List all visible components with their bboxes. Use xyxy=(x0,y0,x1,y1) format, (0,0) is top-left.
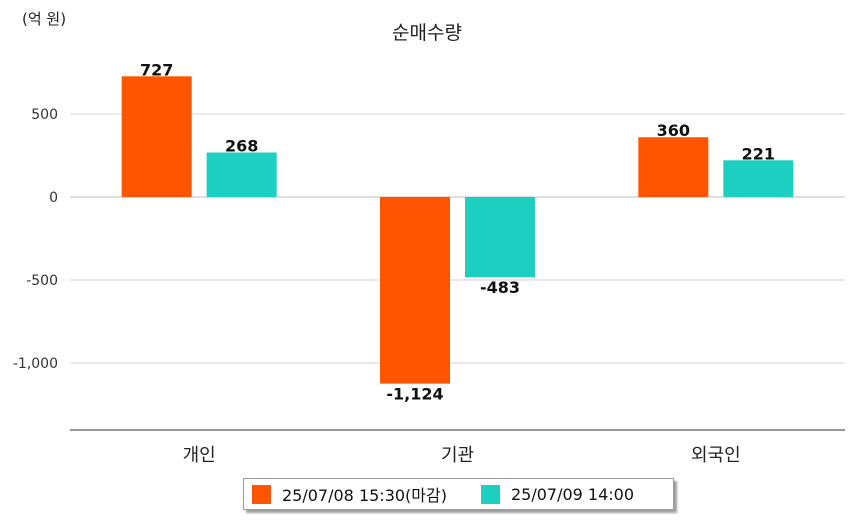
legend-label-series-1: 25/07/08 15:30(마감) xyxy=(282,486,447,505)
x-tick-label: 개인 xyxy=(183,445,216,466)
x-tick-label: 기관 xyxy=(441,445,474,466)
data-label: 268 xyxy=(225,137,258,156)
bar-chart: 500 0 -500 -1,000 727 268 개인 -1,124 -483 기관 360 221… xyxy=(13,60,845,466)
y-tick-label: 500 xyxy=(31,107,58,123)
y-tick-label: 0 xyxy=(49,190,58,206)
data-label: -1,124 xyxy=(386,385,443,404)
bar xyxy=(121,76,192,197)
legend-item-series-2[interactable]: 25/07/09 14:00 xyxy=(480,484,635,504)
y-tick-label: -500 xyxy=(26,273,58,289)
legend-swatch-series-1 xyxy=(252,484,271,504)
bar xyxy=(723,160,794,197)
unit-label: (억 원) xyxy=(22,10,67,28)
bar xyxy=(638,137,709,197)
data-label: -483 xyxy=(480,278,520,297)
bar xyxy=(380,197,450,384)
legend-swatch-series-2 xyxy=(480,484,500,504)
x-tick-label: 외국인 xyxy=(691,445,741,466)
bar xyxy=(465,197,535,278)
data-label: 360 xyxy=(657,121,690,140)
y-tick-label: -1,000 xyxy=(13,356,58,372)
legend-item-series-1[interactable]: 25/07/08 15:30(마감) xyxy=(252,482,447,506)
chart-title: 순매수량 xyxy=(392,22,462,44)
legend: 25/07/08 15:30(마감) 25/07/09 14:00 xyxy=(243,478,674,510)
data-label: 727 xyxy=(140,60,173,79)
data-label: 221 xyxy=(742,144,775,163)
legend-label-series-2: 25/07/09 14:00 xyxy=(510,484,635,504)
bar xyxy=(206,152,277,197)
